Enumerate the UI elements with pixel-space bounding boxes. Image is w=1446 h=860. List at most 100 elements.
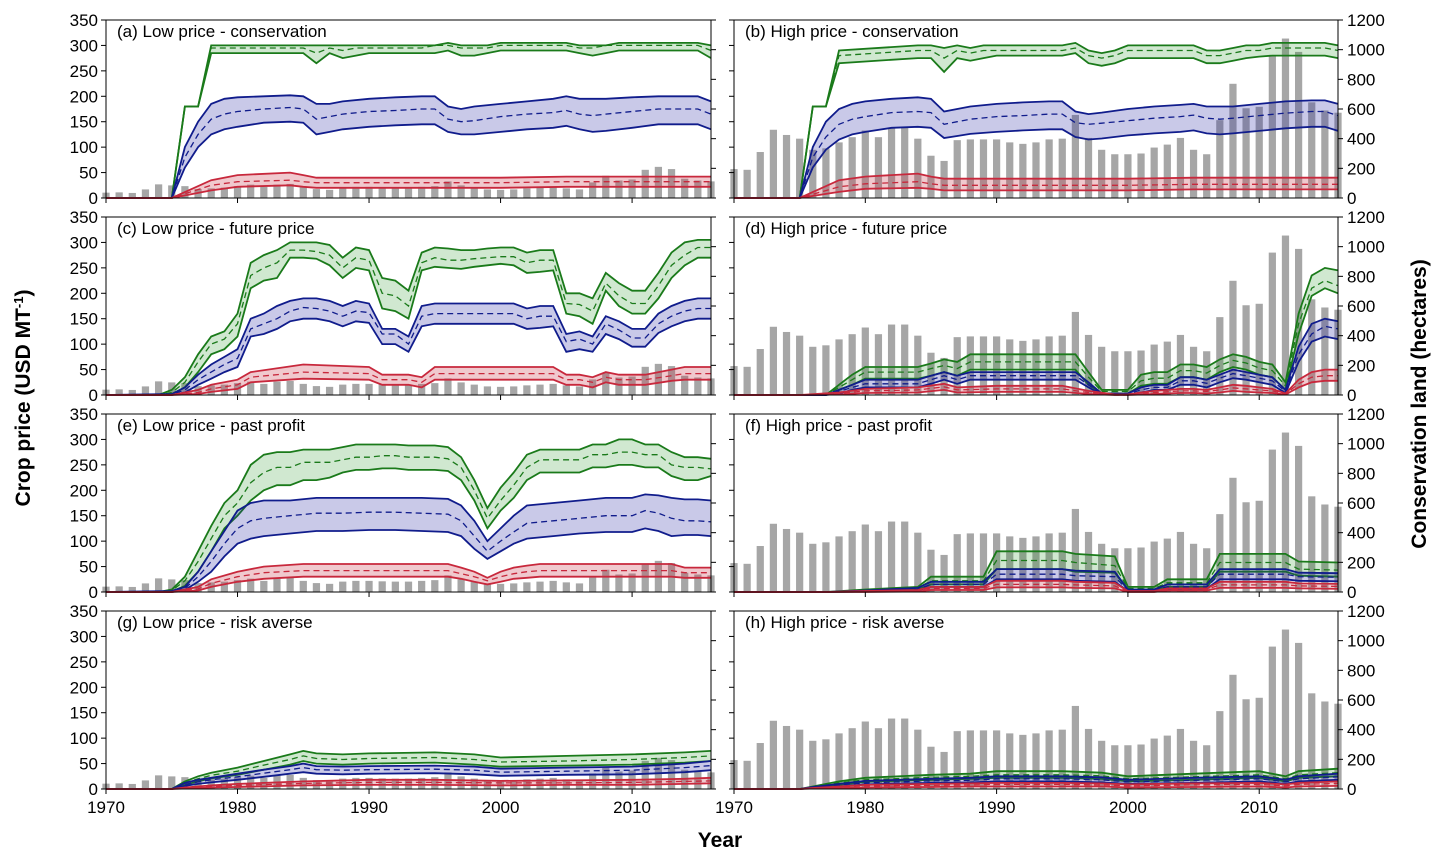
y-tick-label-left: 200 bbox=[70, 678, 98, 697]
conservation-bar bbox=[496, 583, 505, 592]
y-tick-label-right: 1200 bbox=[1347, 602, 1385, 621]
conservation-bar bbox=[404, 778, 413, 789]
conservation-bar bbox=[312, 583, 321, 592]
conservation-bar bbox=[615, 180, 623, 198]
conservation-bar bbox=[667, 760, 676, 789]
conservation-bar bbox=[901, 324, 909, 395]
conservation-bar bbox=[181, 383, 189, 395]
conservation-bar bbox=[979, 139, 988, 198]
y-tick-label-left: 200 bbox=[70, 481, 98, 500]
conservation-bar bbox=[1019, 537, 1027, 592]
conservation-bar bbox=[641, 563, 649, 592]
conservation-bar bbox=[418, 383, 426, 395]
conservation-bar bbox=[247, 184, 255, 198]
y-tick-label-left: 300 bbox=[70, 430, 98, 449]
conservation-bar bbox=[769, 523, 778, 592]
blue-median-line bbox=[734, 325, 1339, 396]
conservation-bar bbox=[992, 336, 1001, 395]
conservation-bar bbox=[1045, 336, 1053, 395]
conservation-bar bbox=[247, 578, 255, 592]
y-tick-label-left: 250 bbox=[70, 62, 98, 81]
y-tick-label-left: 150 bbox=[70, 507, 98, 526]
conservation-bar bbox=[628, 573, 636, 592]
conservation-bar bbox=[575, 583, 584, 592]
green-upper-line bbox=[734, 266, 1339, 396]
blue-upper-line bbox=[734, 96, 1339, 199]
blue-lower-line bbox=[106, 120, 712, 199]
conservation-bar bbox=[1229, 280, 1237, 395]
conservation-bar bbox=[1268, 646, 1276, 789]
conservation-bar bbox=[1229, 83, 1237, 198]
conservation-bar bbox=[1216, 711, 1224, 789]
conservation-bar bbox=[378, 384, 386, 395]
conservation-bar bbox=[365, 777, 373, 789]
y-tick-label-left: 150 bbox=[70, 113, 98, 132]
conservation-bar bbox=[470, 384, 478, 395]
conservation-bar bbox=[1163, 735, 1171, 789]
conservation-bar bbox=[154, 578, 163, 592]
panel-label: (g) Low price - risk averse bbox=[117, 613, 313, 632]
conservation-bar bbox=[562, 385, 570, 395]
y-axis-left-title-main: Crop price (USD MT bbox=[12, 308, 35, 507]
conservation-bar bbox=[953, 731, 961, 789]
conservation-bar bbox=[457, 579, 465, 592]
y-tick-label-left: 100 bbox=[70, 729, 98, 748]
conservation-bar bbox=[1176, 728, 1185, 789]
conservation-bar bbox=[115, 586, 123, 592]
y-tick-label-left: 150 bbox=[70, 704, 98, 723]
conservation-bar bbox=[1203, 154, 1211, 198]
conservation-bar bbox=[431, 186, 439, 198]
blue-lower-line bbox=[106, 527, 712, 593]
conservation-bar bbox=[418, 777, 426, 789]
conservation-bar bbox=[352, 580, 360, 592]
conservation-bar bbox=[1203, 745, 1211, 789]
y-tick-label-left: 50 bbox=[79, 755, 98, 774]
panel-grid: 0 50 100 150 200 250 300 350 (a) Low price - con… bbox=[70, 11, 1385, 817]
conservation-bar bbox=[1137, 350, 1145, 395]
conservation-bar bbox=[1321, 307, 1329, 395]
conservation-bar bbox=[418, 580, 426, 592]
conservation-bar bbox=[1124, 548, 1132, 592]
conservation-bar bbox=[743, 169, 751, 198]
conservation-bar bbox=[1084, 334, 1093, 395]
conservation-bar bbox=[1124, 154, 1132, 198]
panel-label: (d) High price - future price bbox=[745, 219, 947, 238]
conservation-bar bbox=[681, 375, 689, 395]
conservation-bar bbox=[1137, 744, 1145, 789]
conservation-bar bbox=[589, 576, 597, 592]
conservation-bar bbox=[168, 185, 176, 198]
panel-label: (a) Low price - conservation bbox=[117, 22, 327, 41]
blue-median-line bbox=[106, 106, 712, 199]
conservation-bar bbox=[835, 536, 843, 592]
conservation-bar bbox=[299, 383, 307, 395]
conservation-bar bbox=[681, 572, 689, 592]
conservation-bar bbox=[404, 581, 413, 592]
conservation-bar bbox=[1294, 51, 1303, 199]
conservation-bar bbox=[641, 366, 649, 395]
y-tick-label-left: 350 bbox=[70, 11, 98, 30]
conservation-bar bbox=[589, 773, 597, 789]
conservation-bar bbox=[365, 383, 373, 395]
conservation-bar bbox=[848, 531, 856, 592]
y-tick-label-right: 1200 bbox=[1347, 405, 1385, 424]
green-median-line bbox=[106, 755, 712, 790]
conservation-bar bbox=[953, 140, 961, 198]
conservation-bar bbox=[796, 532, 804, 592]
conservation-bar bbox=[154, 184, 163, 198]
y-tick-label-right: 600 bbox=[1347, 297, 1375, 316]
conservation-bar bbox=[523, 582, 531, 592]
y-tick-label-right: 600 bbox=[1347, 494, 1375, 513]
conservation-bar bbox=[1098, 543, 1106, 592]
y-tick-label-left: 50 bbox=[79, 164, 98, 183]
x-tick-label: 1970 bbox=[715, 798, 753, 817]
y-tick-label-left: 0 bbox=[89, 386, 98, 405]
conservation-bar bbox=[1111, 351, 1119, 395]
conservation-bar bbox=[914, 138, 922, 198]
conservation-bar bbox=[128, 783, 136, 789]
conservation-bar bbox=[615, 377, 623, 395]
conservation-bar bbox=[128, 586, 136, 592]
conservation-bar bbox=[1216, 120, 1224, 198]
conservation-bar bbox=[1242, 699, 1250, 789]
conservation-bar bbox=[549, 383, 557, 395]
conservation-bar bbox=[927, 746, 935, 789]
